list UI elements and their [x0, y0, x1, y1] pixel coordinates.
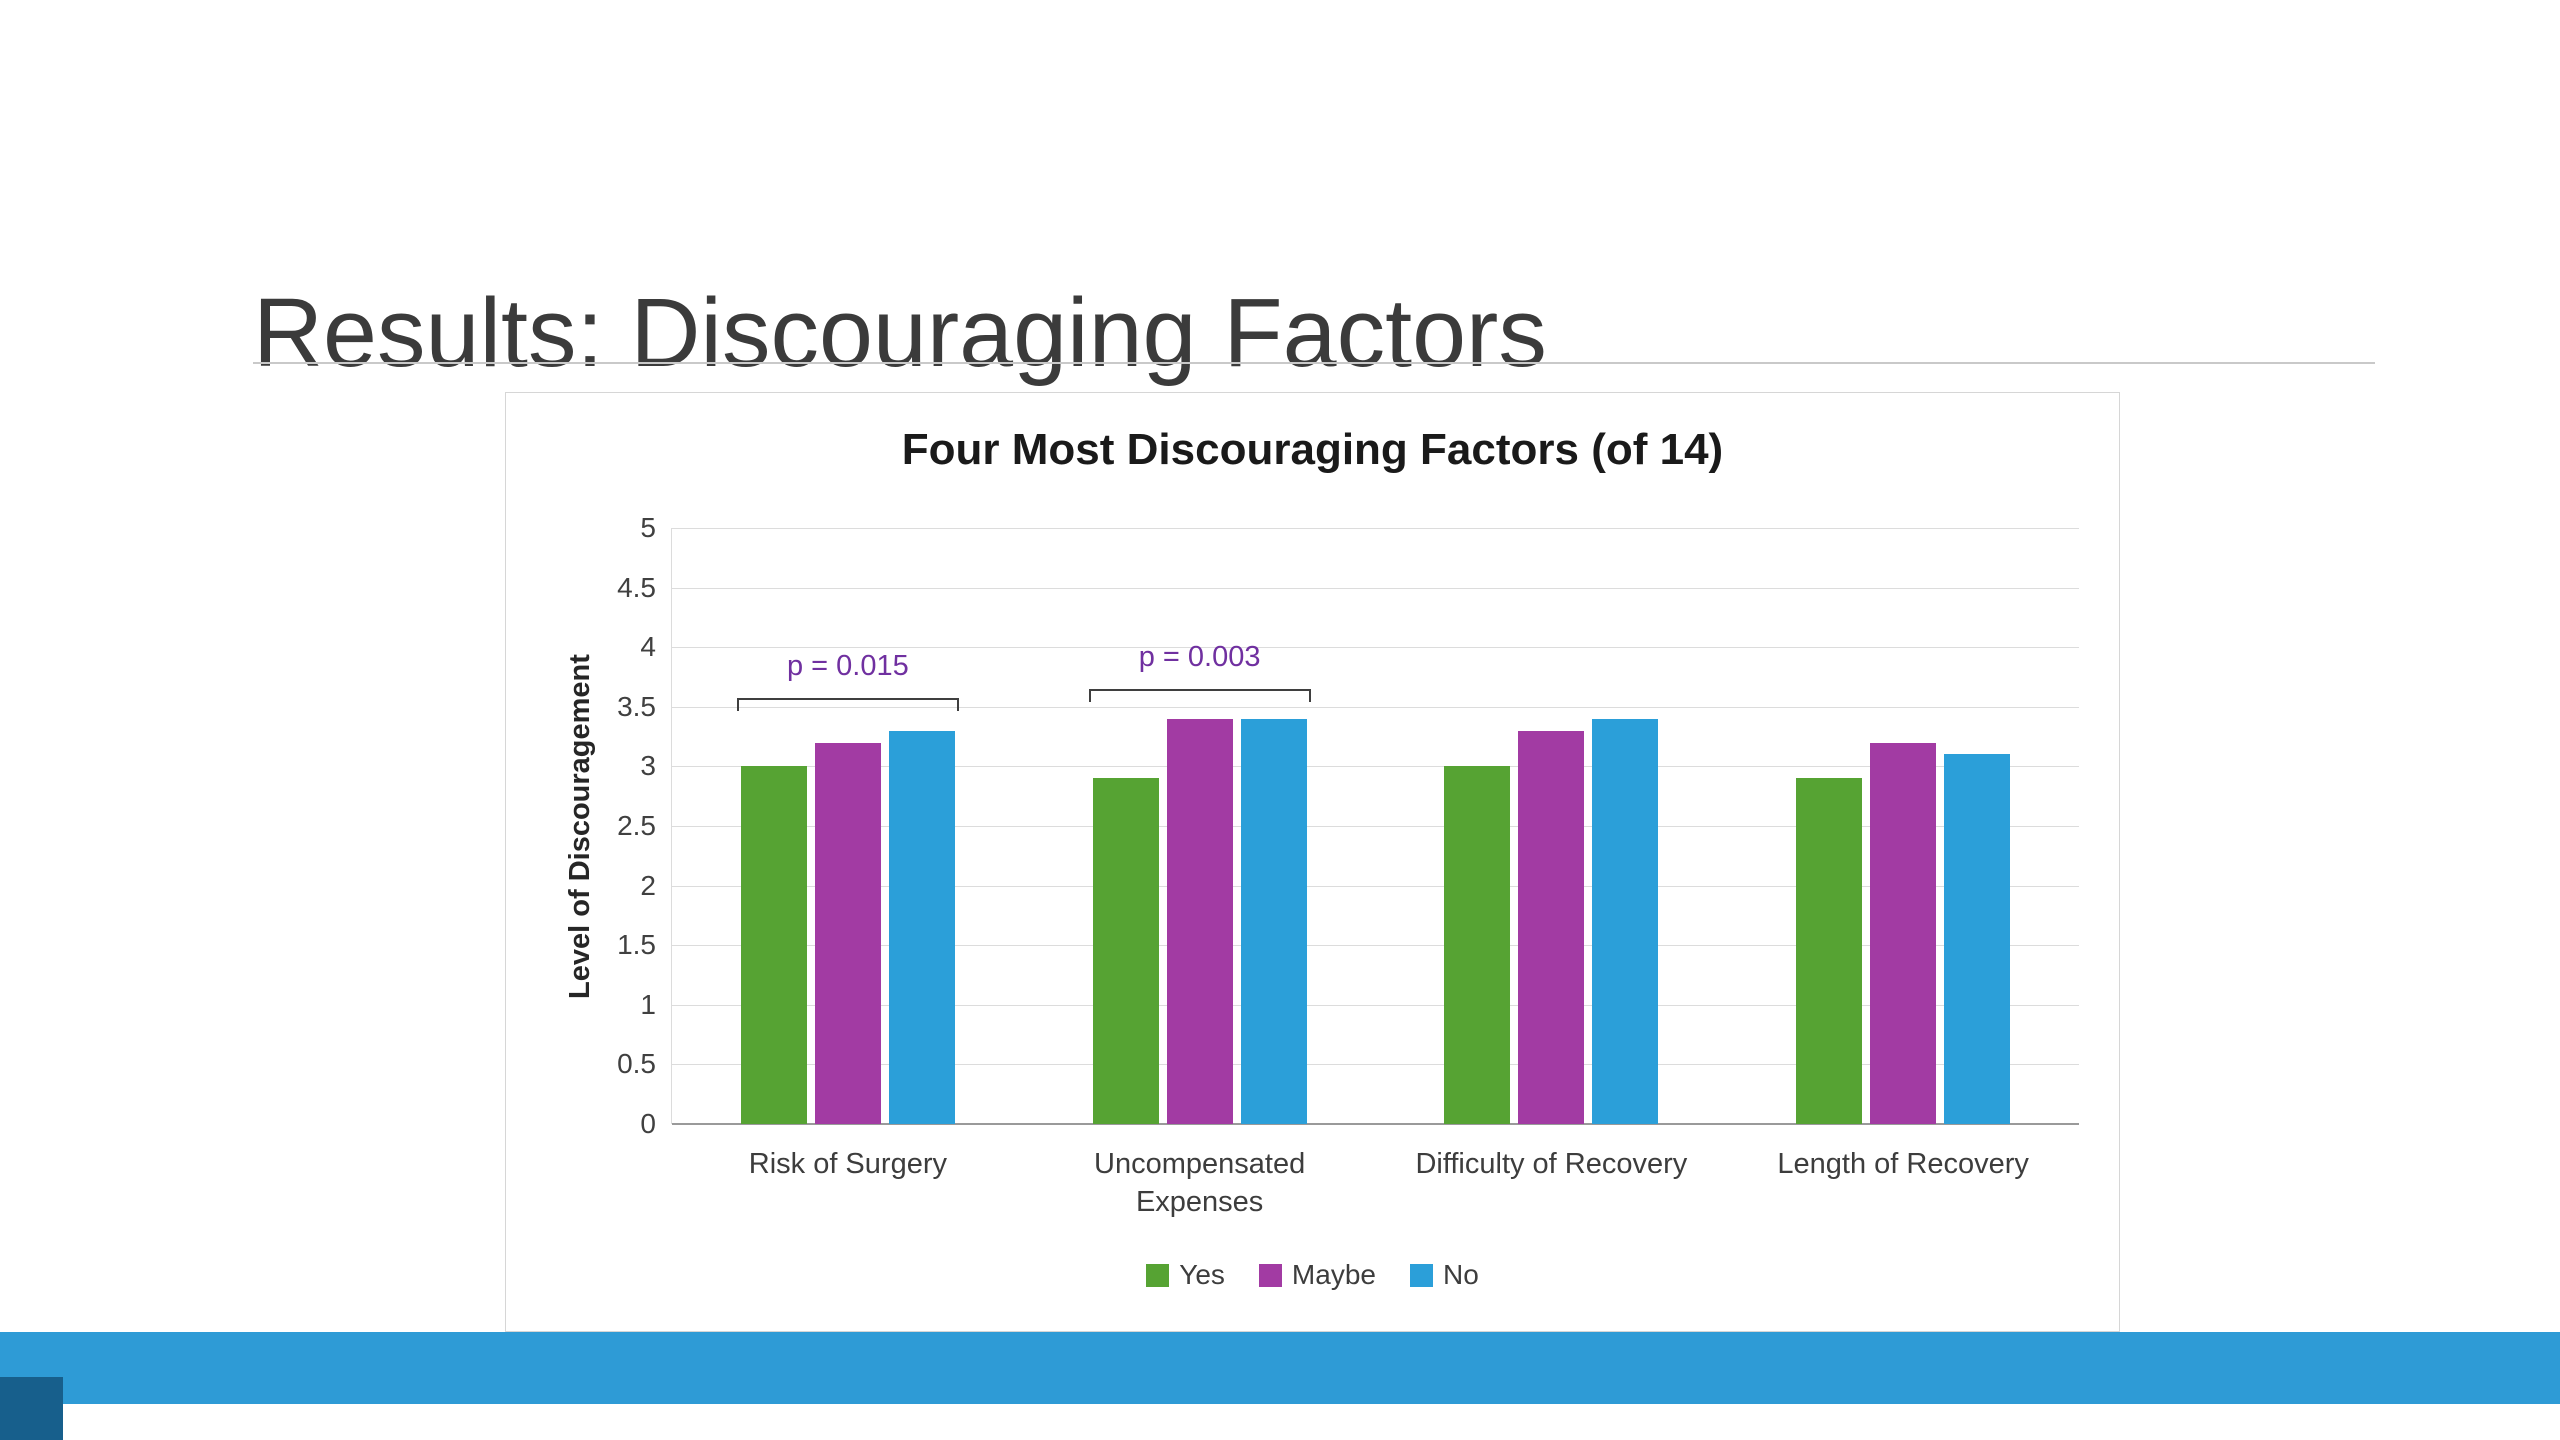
significance-bracket: [736, 698, 959, 712]
y-axis-line: [671, 528, 672, 1124]
bar-maybe-1: [1166, 718, 1233, 1124]
legend-label-yes: Yes: [1179, 1259, 1225, 1290]
gridline: [672, 528, 2079, 529]
y-tick-label: 0.5: [617, 1048, 656, 1080]
gridline: [672, 885, 2079, 887]
bar-no-1: [1240, 718, 1307, 1124]
y-axis-label: Level of Discouragement: [558, 528, 602, 1124]
legend-item-no: No: [1409, 1259, 1479, 1291]
legend-item-yes: Yes: [1146, 1259, 1225, 1291]
bar-maybe-3: [1870, 742, 1937, 1124]
x-axis-line: [672, 1123, 2079, 1125]
bar-maybe-2: [1518, 730, 1585, 1124]
y-tick-label: 4: [640, 631, 656, 663]
page-title: Results: Discouraging Factors: [253, 277, 1547, 387]
y-tick-label: 0: [640, 1108, 656, 1139]
bar-yes-3: [1796, 778, 1863, 1124]
y-tick-label: 2.5: [617, 810, 656, 841]
chart-legend: Yes Maybe No: [506, 1259, 2119, 1291]
gridline: [672, 1064, 2079, 1066]
bar-maybe-0: [814, 742, 881, 1124]
y-tick-label: 2: [640, 869, 656, 901]
legend-swatch-no: [1409, 1263, 1433, 1287]
gridline: [672, 587, 2079, 589]
gridline: [672, 706, 2079, 708]
gridline: [672, 1004, 2079, 1006]
y-tick-label: 3: [640, 750, 656, 782]
gridline: [672, 826, 2079, 827]
gridline: [672, 647, 2079, 649]
bar-no-0: [888, 730, 955, 1124]
y-tick-label: 1: [640, 988, 656, 1020]
x-category-label: Difficulty of Recovery: [1415, 1148, 1688, 1180]
x-category-label: Length of Recovery: [1777, 1148, 2029, 1180]
footer-accent-band: [0, 1332, 2560, 1404]
p-value-label: p = 0.003: [1138, 640, 1261, 673]
bar-no-3: [1944, 754, 2011, 1124]
significance-bracket: [1088, 688, 1311, 702]
legend-label-no: No: [1442, 1259, 1479, 1290]
bar-yes-1: [1092, 778, 1159, 1124]
legend-item-maybe: Maybe: [1258, 1259, 1376, 1291]
p-value-label: p = 0.015: [787, 650, 909, 683]
bar-yes-2: [1444, 766, 1511, 1124]
legend-swatch-yes: [1146, 1263, 1170, 1287]
x-category-label: Risk of Surgery: [748, 1148, 947, 1180]
legend-label-maybe: Maybe: [1291, 1259, 1376, 1290]
x-category-label: Uncompensated Expenses: [1094, 1148, 1306, 1218]
bar-yes-0: [740, 766, 807, 1124]
plot-area: 0 0.5 1 1.5 2 2.5 3 3.5 4 4.5 5 Risk of Surgery Unco…: [617, 512, 2079, 1218]
legend-swatch-maybe: [1258, 1263, 1282, 1287]
y-axis-label-text: Level of Discouragement: [563, 653, 596, 999]
footer-corner-square: [0, 1377, 63, 1440]
gridline: [672, 945, 2079, 947]
chart-container: Four Most Discouraging Factors (of 14) L…: [505, 392, 2120, 1332]
y-tick-label: 5: [640, 512, 656, 543]
y-tick-label: 4.5: [617, 571, 656, 603]
title-divider: [253, 362, 2375, 364]
y-tick-label: 3.5: [617, 690, 656, 722]
y-tick-label: 1.5: [617, 929, 656, 961]
chart-title: Four Most Discouraging Factors (of 14): [901, 425, 1724, 474]
bar-no-2: [1592, 718, 1659, 1124]
gridline: [672, 766, 2079, 768]
